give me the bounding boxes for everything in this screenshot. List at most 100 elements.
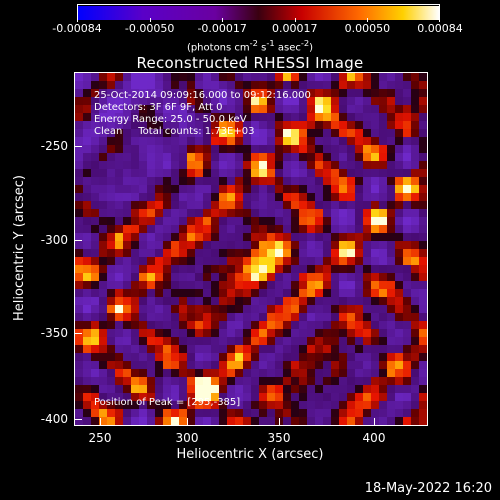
heatmap-pixel	[195, 377, 204, 386]
heatmap-pixel	[171, 201, 180, 210]
heatmap-pixel	[99, 73, 108, 82]
heatmap-pixel	[411, 361, 420, 370]
heatmap-pixel	[131, 97, 140, 106]
heatmap-pixel	[379, 233, 388, 242]
heatmap-pixel	[227, 241, 236, 250]
heatmap-pixel	[99, 145, 108, 154]
heatmap-pixel	[331, 337, 340, 346]
heatmap-pixel	[131, 329, 140, 338]
heatmap-pixel	[267, 217, 276, 226]
heatmap-pixel	[107, 209, 116, 218]
heatmap-pixel	[347, 241, 356, 250]
heatmap-pixel	[411, 97, 420, 106]
heatmap-pixel	[403, 265, 412, 274]
heatmap-pixel	[123, 337, 132, 346]
heatmap-pixel	[283, 393, 292, 402]
heatmap-pixel	[187, 321, 196, 330]
heatmap-pixel	[323, 345, 332, 354]
heatmap-pixel	[419, 297, 427, 306]
heatmap-pixel	[211, 97, 220, 106]
heatmap-pixel	[315, 369, 324, 378]
heatmap-pixel	[347, 385, 356, 394]
heatmap-pixel	[75, 249, 84, 258]
heatmap-pixel	[187, 153, 196, 162]
heatmap-pixel	[179, 81, 188, 90]
heatmap-pixel	[403, 353, 412, 362]
heatmap-pixel	[363, 401, 372, 410]
heatmap-pixel	[275, 337, 284, 346]
heatmap-pixel	[211, 177, 220, 186]
heatmap-pixel	[83, 145, 92, 154]
heatmap-pixel	[411, 201, 420, 210]
heatmap-pixel	[211, 369, 220, 378]
heatmap-pixel	[147, 137, 156, 146]
heatmap-pixel	[219, 337, 228, 346]
heatmap-pixel	[379, 89, 388, 98]
heatmap-pixel	[91, 217, 100, 226]
heatmap-pixel	[403, 73, 412, 82]
heatmap-pixel	[283, 369, 292, 378]
heatmap-pixel	[155, 177, 164, 186]
heatmap-pixel	[91, 305, 100, 314]
heatmap-pixel	[331, 105, 340, 114]
heatmap-pixel	[211, 337, 220, 346]
heatmap-pixel	[115, 385, 124, 394]
heatmap-pixel	[251, 129, 260, 138]
heatmap-pixel	[379, 393, 388, 402]
heatmap-pixel	[91, 273, 100, 282]
heatmap-pixel	[75, 385, 84, 394]
heatmap-pixel	[139, 73, 148, 82]
heatmap-pixel	[355, 337, 364, 346]
heatmap-pixel	[355, 377, 364, 386]
heatmap-pixel	[163, 209, 172, 218]
heatmap-pixel	[139, 233, 148, 242]
heatmap-pixel	[131, 281, 140, 290]
heatmap-pixel	[123, 265, 132, 274]
heatmap-pixel	[155, 137, 164, 146]
heatmap-pixel	[315, 193, 324, 202]
heatmap-pixel	[123, 409, 132, 418]
heatmap-pixel	[147, 281, 156, 290]
heatmap-pixel	[379, 249, 388, 258]
heatmap-pixel	[347, 169, 356, 178]
heatmap-pixel	[195, 185, 204, 194]
heatmap-pixel	[227, 81, 236, 90]
heatmap-pixel	[371, 137, 380, 146]
heatmap-pixel	[235, 385, 244, 394]
heatmap-pixel	[227, 201, 236, 210]
heatmap-pixel	[131, 161, 140, 170]
heatmap-pixel	[131, 385, 140, 394]
heatmap-pixel	[75, 353, 84, 362]
heatmap-pixel	[267, 177, 276, 186]
heatmap-pixel	[139, 393, 148, 402]
heatmap-pixel	[227, 353, 236, 362]
heatmap-pixel	[139, 257, 148, 266]
heatmap-pixel	[307, 353, 316, 362]
heatmap-pixel	[387, 129, 396, 138]
heatmap-pixel	[379, 265, 388, 274]
heatmap-pixel	[315, 329, 324, 338]
heatmap-pixel	[347, 345, 356, 354]
heatmap-pixel	[355, 233, 364, 242]
heatmap-pixel	[155, 193, 164, 202]
image-plot[interactable]	[74, 72, 428, 426]
heatmap-pixel	[83, 329, 92, 338]
heatmap-pixel	[155, 417, 164, 425]
heatmap-pixel	[347, 129, 356, 138]
heatmap-pixel	[219, 393, 228, 402]
heatmap-pixel	[331, 305, 340, 314]
heatmap-pixel	[331, 185, 340, 194]
heatmap-pixel	[403, 329, 412, 338]
heatmap-pixel	[267, 313, 276, 322]
heatmap-pixel	[307, 241, 316, 250]
heatmap-pixel	[99, 225, 108, 234]
heatmap-pixel	[323, 297, 332, 306]
heatmap-pixel	[379, 297, 388, 306]
heatmap-pixel	[283, 89, 292, 98]
heatmap-pixel	[315, 113, 324, 122]
heatmap-pixel	[211, 353, 220, 362]
heatmap-pixel	[147, 73, 156, 82]
heatmap-pixel	[155, 289, 164, 298]
heatmap-pixel	[363, 273, 372, 282]
heatmap-pixel	[387, 233, 396, 242]
